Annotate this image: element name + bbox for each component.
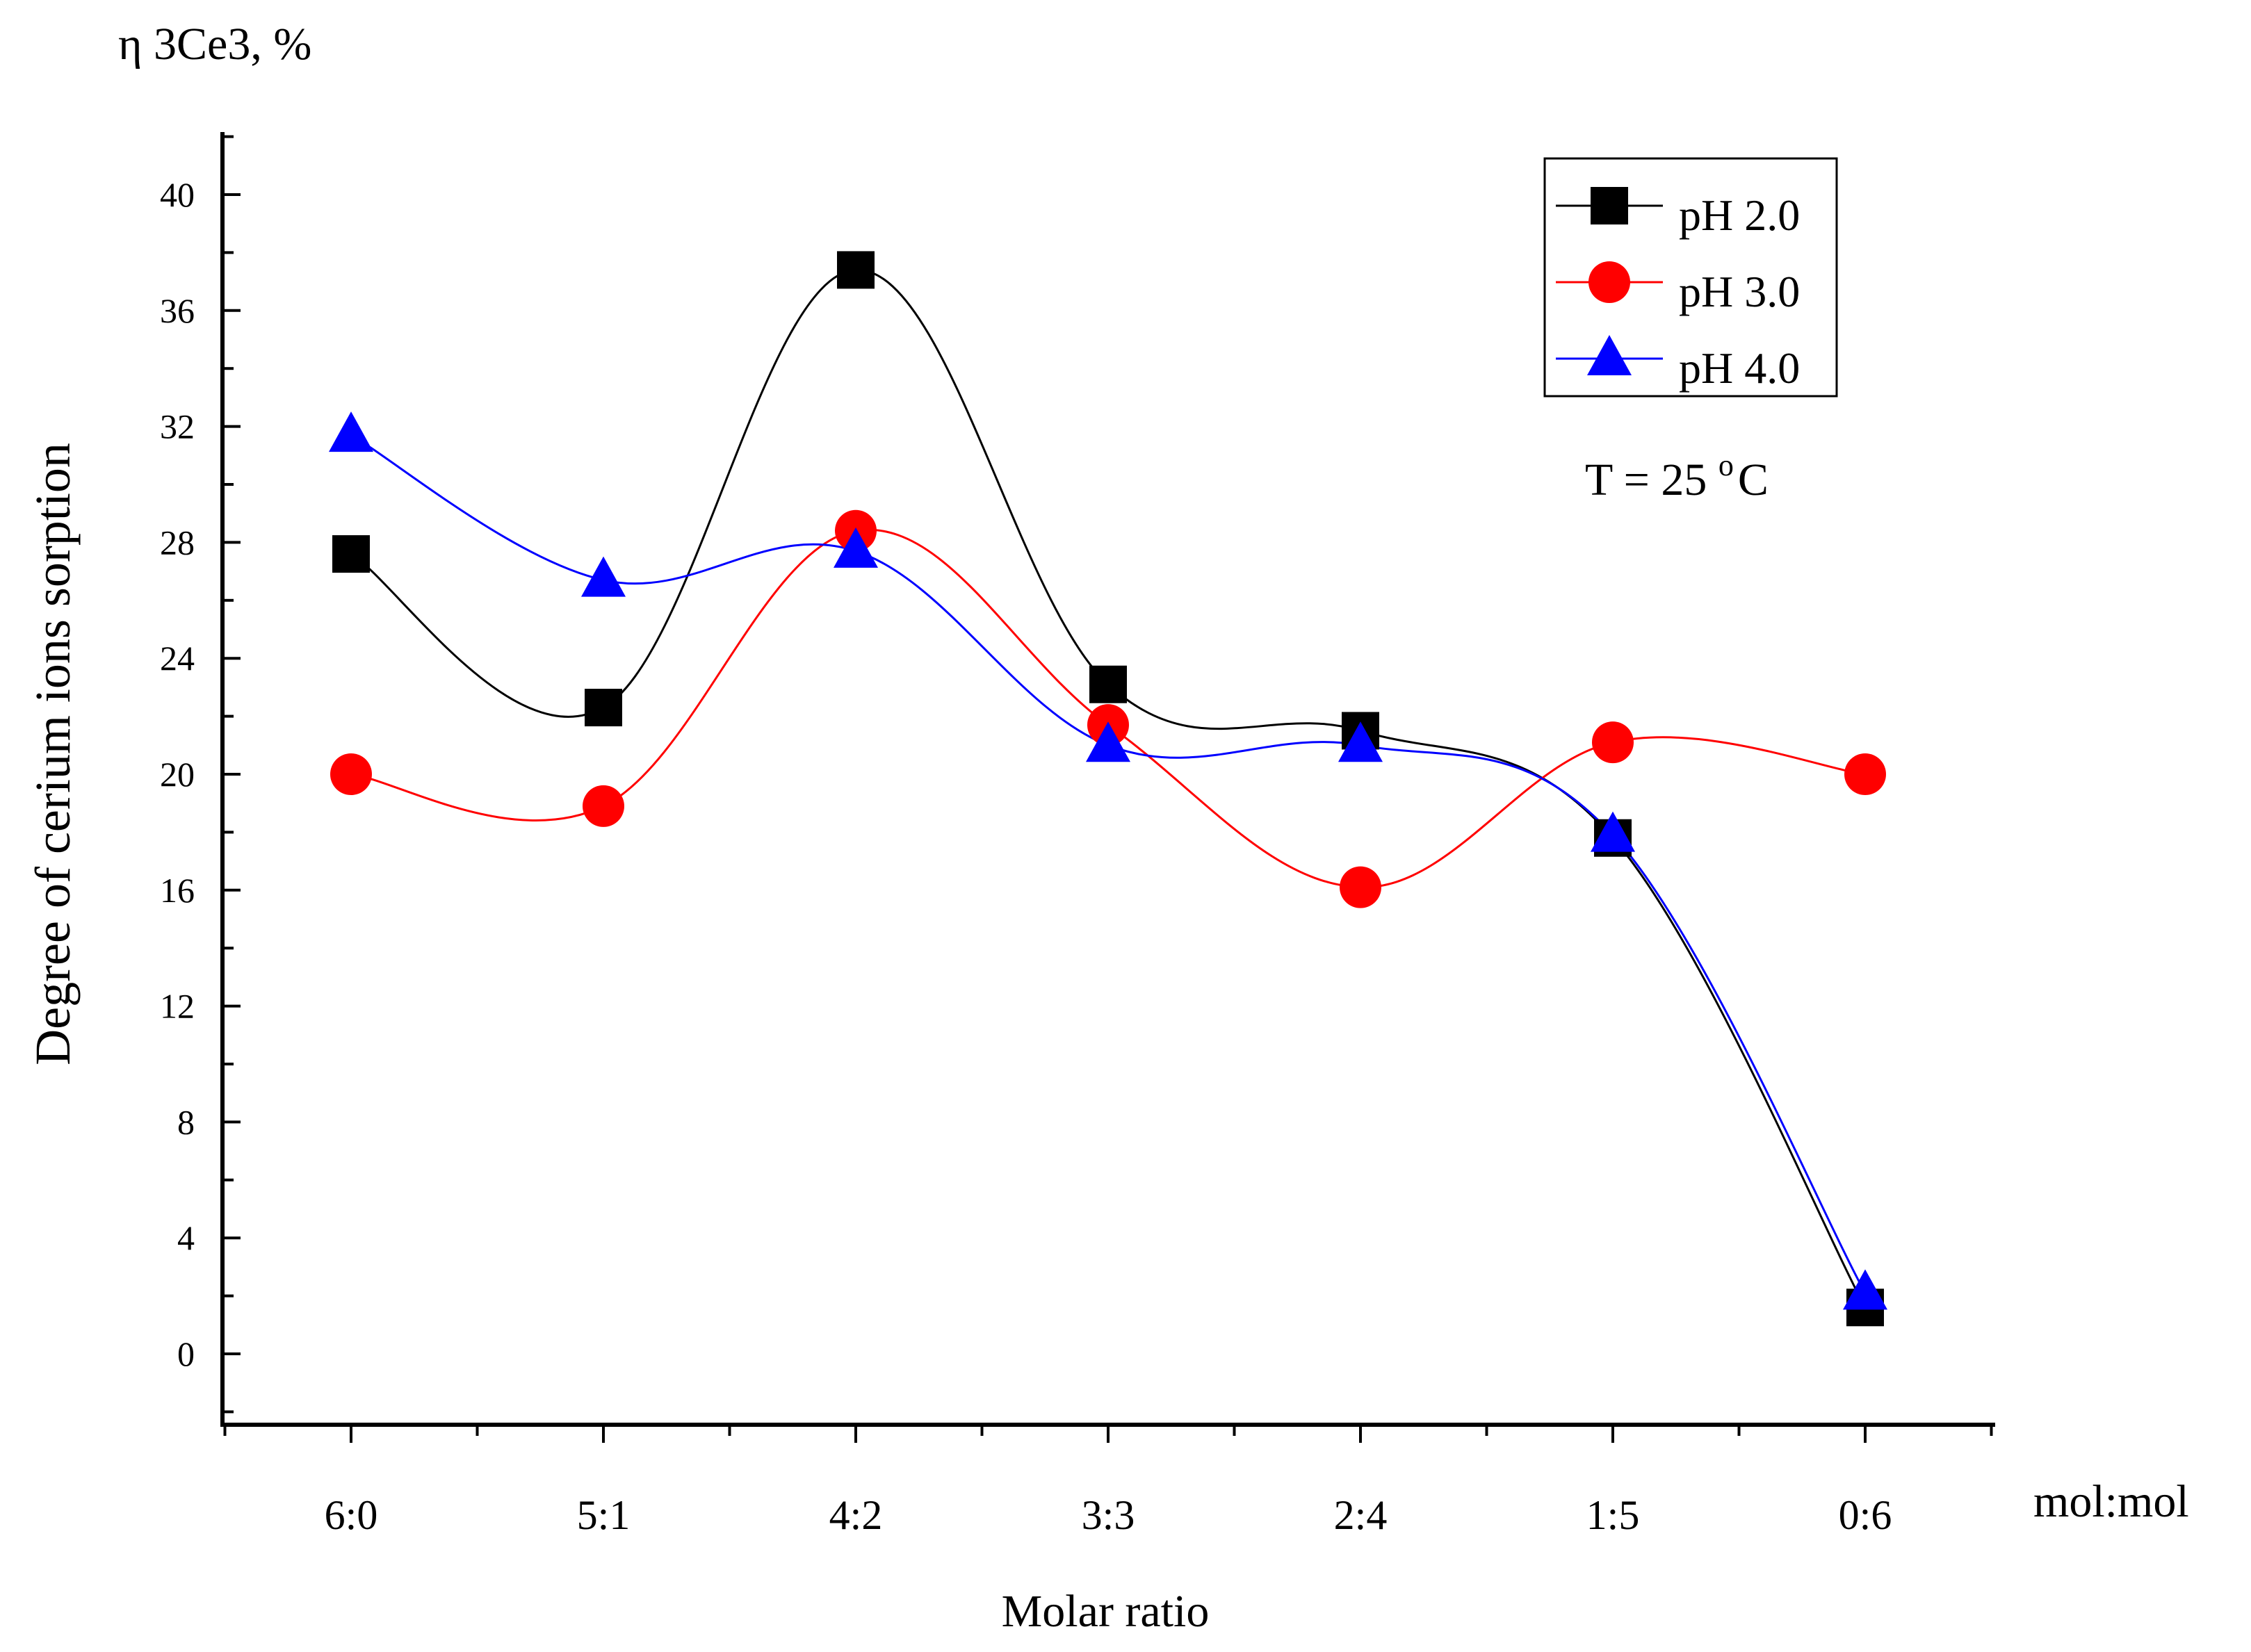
data-point-triangle [834,527,878,568]
x-tick-label: 5:1 [577,1492,631,1538]
annotation-prefix: T = 25 [1585,455,1718,505]
annotation-unit: C [1738,455,1769,505]
x-tick-label: 2:4 [1334,1492,1388,1538]
y-tick-label: 36 [160,291,195,330]
series-line-3 [350,434,1867,1294]
legend-label: pH 4.0 [1679,343,1800,393]
temperature-annotation: T = 25 oC [1585,448,1769,505]
x-ticks: 6:0 5:1 4:2 3:3 2:4 1:5 0:6 [223,1425,1993,1538]
legend-marker-circle [1588,261,1630,303]
y-tick-label: 8 [177,1102,195,1141]
legend-label: pH 3.0 [1679,267,1800,316]
y-tick-label: 16 [160,871,195,910]
data-point-triangle [1843,1269,1887,1310]
x-axis-title: Molar ratio [1002,1586,1210,1637]
y-tick-label: 12 [160,987,195,1026]
series-markers-2 [330,509,1886,908]
data-point-square [837,251,875,289]
y-unit-label: η 3Ce3, % [118,19,311,69]
y-tick-label: 4 [177,1218,195,1257]
data-point-circle [1340,866,1381,908]
x-tick-label: 3:3 [1082,1492,1135,1538]
data-point-square [332,535,370,573]
axes: 0 4 8 12 16 20 24 28 32 36 40 6:0 5:1 4:2 3:3 2:4 1:5 0:… [160,132,1995,1538]
y-tick-label: 32 [160,407,195,446]
legend-item: pH 4.0 [1556,335,1800,393]
data-point-square [585,689,622,727]
data-point-circle [1844,753,1886,795]
legend: pH 2.0 pH 3.0 pH 4.0 [1543,157,1838,398]
x-tick-label: 0:6 [1839,1492,1892,1538]
series-markers-3 [329,411,1887,1310]
x-tick-label: 4:2 [829,1492,883,1538]
y-axis-title: Degree of cerium ions sorption [25,443,81,1065]
data-point-triangle [1591,811,1635,852]
legend-item: pH 2.0 [1556,187,1800,240]
data-point-circle [330,753,372,795]
legend-marker-square [1591,187,1628,224]
y-ticks: 0 4 8 12 16 20 24 28 32 36 40 [160,135,241,1414]
series-line-1 [350,268,1867,1308]
data-point-circle [1592,721,1634,764]
x-tick-label: 1:5 [1586,1492,1640,1538]
legend-item: pH 3.0 [1556,261,1800,316]
data-point-triangle [1086,721,1130,762]
data-point-triangle [329,411,373,452]
series-markers-1 [332,251,1884,1327]
curves [350,268,1867,1308]
data-point-triangle [581,556,626,597]
markers [329,251,1887,1327]
annotation-degree: o [1718,448,1734,482]
y-tick-label: 40 [160,175,195,214]
data-point-square [1089,665,1127,703]
legend-box [1543,157,1838,398]
y-tick-label: 28 [160,523,195,562]
legend-marker-triangle [1587,335,1632,375]
x-unit-label: mol:mol [2033,1476,2189,1527]
data-point-triangle [1338,721,1383,762]
legend-label: pH 2.0 [1679,190,1800,240]
y-tick-label: 24 [160,639,195,678]
data-point-circle [583,785,624,827]
y-tick-label: 0 [177,1334,195,1373]
x-tick-label: 6:0 [325,1492,378,1538]
y-tick-label: 20 [160,755,195,794]
